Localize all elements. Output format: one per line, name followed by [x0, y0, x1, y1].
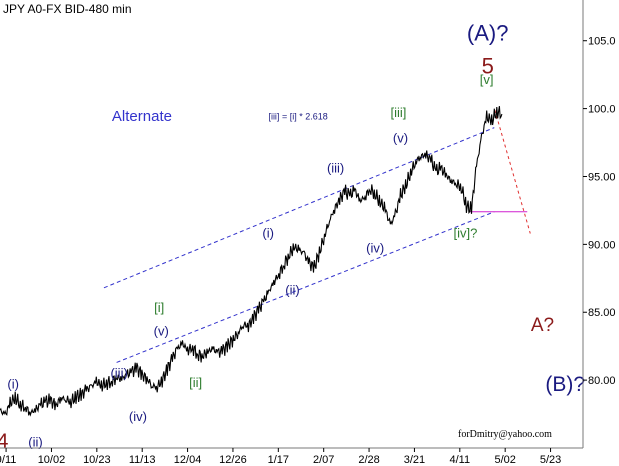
- wave-label: (B)?: [545, 373, 585, 396]
- wave-label: (i): [262, 226, 274, 241]
- y-tick-label: 90.00: [588, 239, 616, 251]
- x-tick-label: 2/28: [358, 454, 379, 466]
- x-tick-label: 3/21: [404, 454, 425, 466]
- wave-label: (i): [7, 376, 19, 391]
- wave-label: [ii]: [189, 375, 202, 390]
- y-tick-label: 95.00: [588, 171, 616, 183]
- x-tick-label: 10/23: [83, 454, 111, 466]
- wave-label: (iii): [327, 160, 344, 175]
- wave-label: 5: [482, 53, 494, 78]
- wave-label: 4: [0, 430, 9, 453]
- footer-credit: forDmitry@yahoo.com: [458, 429, 552, 440]
- wave-label: [v]: [480, 72, 494, 87]
- wave-label: (A)?: [467, 21, 509, 46]
- x-tick-label: 9/11: [0, 454, 16, 466]
- x-tick-label: 12/04: [174, 454, 202, 466]
- x-tick-label: 11/13: [129, 454, 156, 466]
- wave-label: Alternate: [112, 108, 172, 125]
- wave-label: (iii): [110, 365, 127, 380]
- x-tick-label: 4/11: [450, 454, 471, 466]
- wave-label: A?: [531, 315, 554, 336]
- channel-line-lower: [116, 211, 495, 363]
- price-series-line: [0, 106, 503, 417]
- chart-title: JPY A0-FX BID-480 min: [3, 2, 132, 16]
- y-tick-label: 80.00: [588, 375, 616, 387]
- x-tick-label: 1/17: [268, 454, 289, 466]
- wave-label: [iv]?: [453, 226, 477, 241]
- wave-label: (v): [154, 323, 169, 338]
- wave-label: (ii): [28, 435, 42, 450]
- wave-label: [iii] = [i] * 2.618: [268, 111, 327, 121]
- wave-label: (v): [393, 131, 408, 146]
- x-tick-label: 5/02: [494, 454, 515, 466]
- wave-label: [i]: [154, 300, 164, 315]
- y-tick-label: 105.0: [588, 36, 616, 48]
- wave-label: (ii): [285, 283, 299, 298]
- x-tick-label: 5/23: [540, 454, 561, 466]
- x-tick-label: 10/02: [38, 454, 66, 466]
- wave-label: (iv): [129, 409, 147, 424]
- wave-label: [iii]: [391, 105, 407, 120]
- x-tick-label: 12/26: [219, 454, 247, 466]
- y-tick-label: 85.00: [588, 307, 616, 319]
- x-tick-label: 2/07: [313, 454, 334, 466]
- y-tick-label: 100.0: [588, 104, 616, 116]
- wave-label: (iv): [366, 241, 384, 256]
